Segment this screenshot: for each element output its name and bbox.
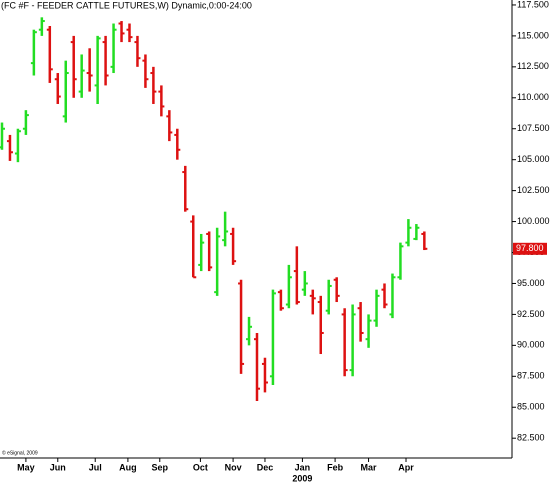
y-tick-label: 112.500 xyxy=(517,61,549,71)
x-tick-label: Oct xyxy=(193,462,208,472)
chart-title: (FC #F - FEEDER CATTLE FUTURES,W) Dynami… xyxy=(1,0,252,10)
y-tick-label: 102.500 xyxy=(517,185,550,195)
x-tick-label: Nov xyxy=(225,462,242,472)
y-tick-label: 117.500 xyxy=(517,0,549,9)
x-tick-label: Jun xyxy=(50,462,66,472)
x-tick-label: Sep xyxy=(152,462,169,472)
last-price-box xyxy=(513,242,547,255)
y-tick-label: 107.500 xyxy=(517,123,550,133)
x-tick-label: May xyxy=(17,462,35,472)
y-tick-label: 87.500 xyxy=(517,371,545,381)
year-label: 2009 xyxy=(292,473,312,483)
y-tick-label: 92.500 xyxy=(517,309,545,319)
y-tick-label: 82.500 xyxy=(517,433,545,443)
last-price-label: 97.800 xyxy=(516,243,544,253)
x-tick-label: Feb xyxy=(327,462,344,472)
x-tick-label: Jul xyxy=(89,462,102,472)
y-tick-label: 115.000 xyxy=(517,30,549,40)
y-tick-label: 95.000 xyxy=(517,278,545,288)
x-tick-label: Dec xyxy=(257,462,274,472)
y-tick-label: 110.000 xyxy=(517,92,549,102)
y-tick-label: 105.000 xyxy=(517,154,550,164)
x-tick-label: Apr xyxy=(398,462,414,472)
x-tick-label: Jan xyxy=(295,462,311,472)
x-tick-label: Mar xyxy=(361,462,378,472)
y-tick-label: 90.000 xyxy=(517,340,545,350)
y-tick-label: 100.000 xyxy=(517,216,550,226)
x-tick-label: Aug xyxy=(119,462,137,472)
copyright: © eSignal, 2009 xyxy=(2,449,38,456)
y-tick-label: 85.000 xyxy=(517,402,545,412)
